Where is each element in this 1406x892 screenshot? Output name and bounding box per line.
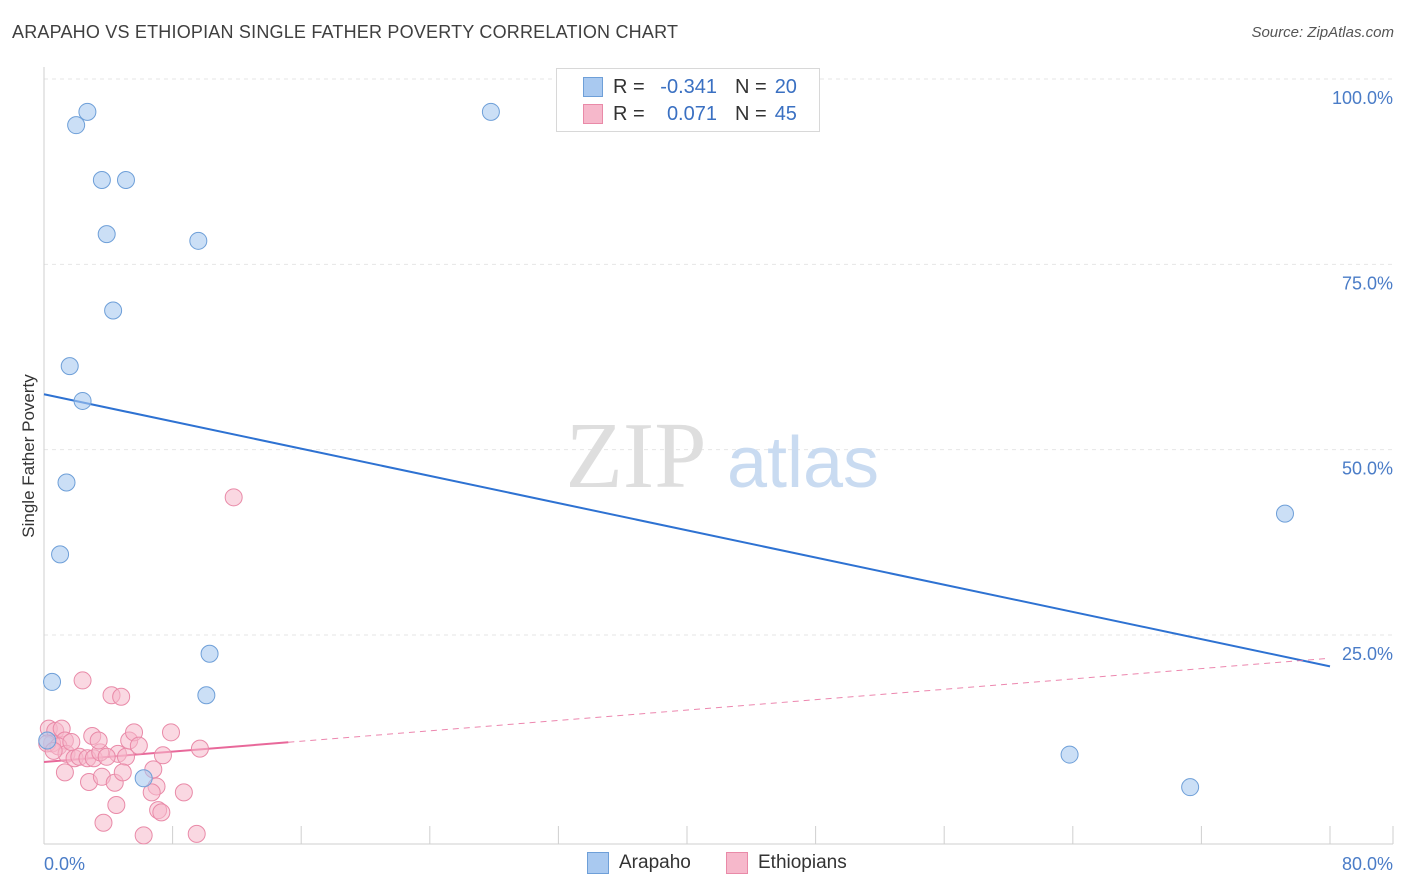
legend-n-value: 20	[774, 75, 797, 98]
point-ethiopians	[62, 732, 81, 751]
point-ethiopians	[161, 723, 180, 742]
point-ethiopians	[89, 731, 108, 750]
point-ethiopians	[153, 746, 172, 765]
point-ethiopians	[224, 488, 243, 507]
legend-r-label: R =	[613, 75, 645, 98]
point-arapaho	[481, 102, 500, 121]
series-legend-arapaho[interactable]: Arapaho	[587, 852, 691, 874]
point-arapaho	[57, 473, 76, 492]
legend-swatch-arapaho	[583, 77, 603, 97]
point-ethiopians	[73, 671, 92, 690]
series-legend: Arapaho Ethiopians	[0, 852, 1406, 876]
point-arapaho	[67, 116, 86, 135]
legend-n-value: 45	[774, 102, 797, 125]
point-ethiopians	[55, 763, 74, 782]
point-arapaho	[134, 769, 153, 788]
legend-n-label: N =	[735, 75, 767, 98]
point-arapaho	[1060, 745, 1079, 764]
legend-r-value: 0.071	[666, 102, 717, 125]
watermark: ZIP atlas	[566, 404, 880, 508]
legend-row-ethiopians: R = 0.071 N = 45	[583, 102, 797, 126]
point-ethiopians	[142, 783, 161, 802]
watermark-atlas: atlas	[727, 423, 879, 503]
point-ethiopians	[94, 813, 113, 832]
point-ethiopians	[134, 826, 153, 845]
legend-swatch-ethiopians	[583, 104, 603, 124]
point-arapaho	[1181, 778, 1200, 797]
trend-line-ethiopians-extension	[288, 657, 1331, 743]
y-tick-label: 100.0%	[1332, 88, 1393, 108]
point-arapaho	[60, 357, 79, 376]
point-ethiopians	[129, 736, 148, 755]
point-arapaho	[78, 102, 97, 121]
point-arapaho	[38, 731, 57, 750]
point-arapaho	[197, 686, 216, 705]
point-ethiopians	[190, 739, 209, 758]
series-swatch-arapaho	[587, 852, 609, 874]
y-tick-label: 25.0%	[1342, 644, 1393, 664]
trend-line-arapaho	[43, 393, 1331, 668]
point-arapaho	[97, 225, 116, 244]
grid-lines	[44, 78, 1393, 636]
axes	[43, 67, 1394, 845]
axis-labels: Single Father Poverty 100.0% 75.0% 50.0% 25…	[19, 88, 1393, 874]
legend-n-label: N =	[735, 102, 767, 125]
source-label: Source: ZipAtlas.com	[1251, 24, 1394, 41]
point-arapaho	[1275, 504, 1294, 523]
chart-title: ARAPAHO VS ETHIOPIAN SINGLE FATHER POVER…	[12, 22, 679, 42]
y-axis-label: Single Father Poverty	[19, 374, 38, 538]
point-arapaho	[51, 545, 70, 564]
point-ethiopians	[112, 687, 131, 706]
point-arapaho	[92, 171, 111, 190]
x-tick-label: 0.0%	[44, 854, 85, 874]
series-label-arapaho: Arapaho	[619, 852, 691, 873]
series-legend-ethiopians[interactable]: Ethiopians	[726, 852, 847, 874]
point-arapaho	[43, 672, 62, 691]
x-tick-label: 80.0%	[1342, 854, 1393, 874]
series-label-ethiopians: Ethiopians	[758, 852, 847, 873]
series-swatch-ethiopians	[726, 852, 748, 874]
point-arapaho	[116, 171, 135, 190]
point-ethiopians	[113, 763, 132, 782]
legend-r-value: -0.341	[660, 75, 717, 98]
point-arapaho	[200, 644, 219, 663]
point-ethiopians	[174, 783, 193, 802]
point-arapaho	[104, 301, 123, 320]
point-ethiopians	[152, 803, 171, 822]
y-tick-label: 50.0%	[1342, 459, 1393, 479]
legend-r-label: R =	[613, 102, 645, 125]
point-ethiopians	[97, 747, 116, 766]
correlation-legend: R = -0.341 N = 20 R = 0.071 N = 45	[556, 68, 820, 132]
legend-row-arapaho: R = -0.341 N = 20	[583, 75, 797, 99]
watermark-zip: ZIP	[566, 404, 707, 508]
point-arapaho	[189, 231, 208, 250]
point-arapaho	[73, 391, 92, 410]
point-ethiopians	[107, 795, 126, 814]
point-ethiopians	[187, 824, 206, 843]
data-points	[38, 102, 1294, 845]
y-tick-label: 75.0%	[1342, 273, 1393, 293]
